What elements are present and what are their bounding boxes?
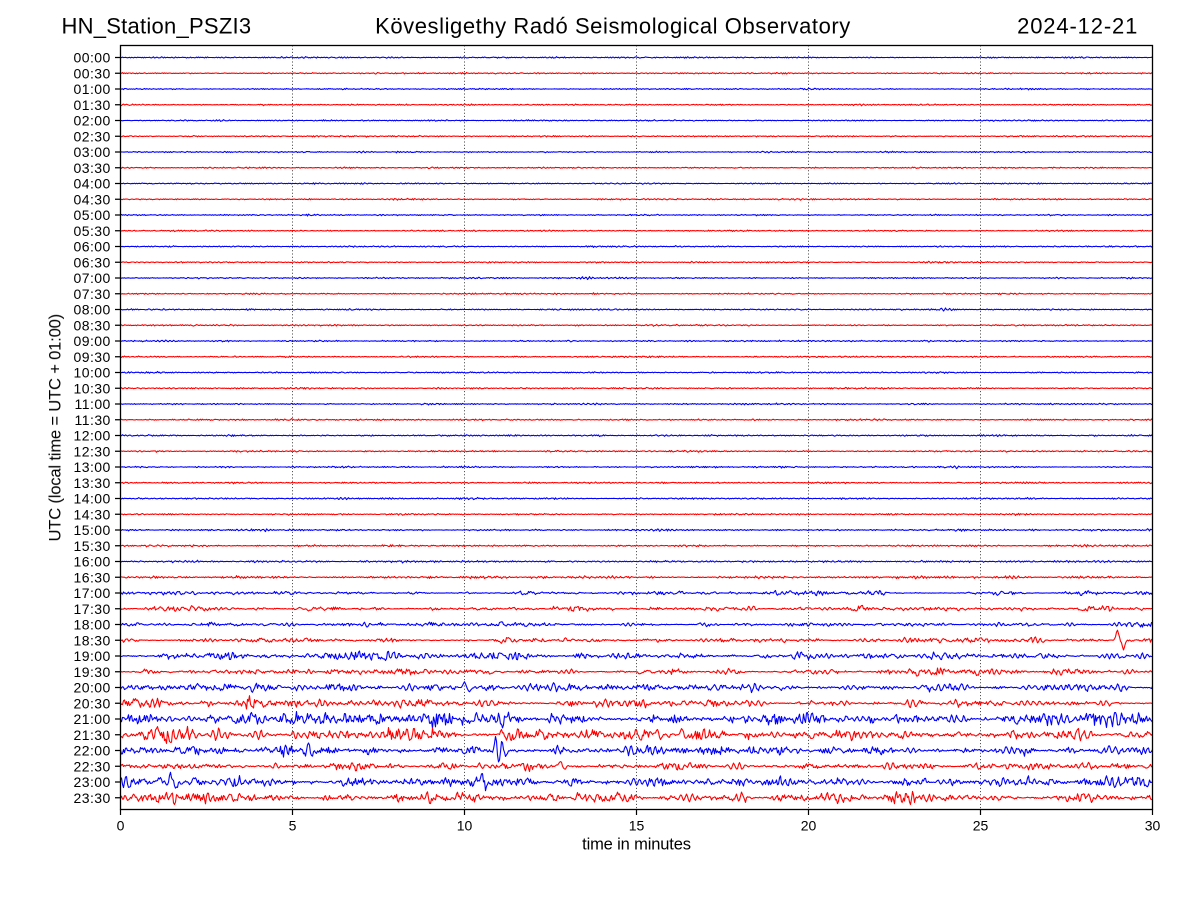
svg-text:18:00: 18:00: [74, 617, 111, 633]
svg-text:09:30: 09:30: [74, 349, 111, 365]
svg-text:20:00: 20:00: [74, 680, 111, 696]
svg-text:time in minutes: time in minutes: [582, 836, 691, 854]
svg-text:16:30: 16:30: [74, 569, 111, 585]
svg-text:13:30: 13:30: [74, 475, 111, 491]
svg-text:19:30: 19:30: [74, 664, 111, 680]
svg-text:HN_Station_PSZI3: HN_Station_PSZI3: [62, 14, 252, 39]
svg-text:5: 5: [289, 818, 297, 834]
svg-text:23:30: 23:30: [74, 790, 111, 806]
svg-text:15: 15: [629, 818, 645, 834]
svg-text:16:00: 16:00: [74, 554, 111, 570]
svg-text:08:30: 08:30: [74, 317, 111, 333]
svg-text:05:30: 05:30: [74, 223, 111, 239]
svg-text:11:00: 11:00: [75, 396, 111, 412]
svg-text:25: 25: [973, 818, 989, 834]
svg-text:15:00: 15:00: [74, 522, 111, 538]
svg-text:03:00: 03:00: [74, 144, 111, 160]
svg-text:14:30: 14:30: [74, 506, 111, 522]
svg-text:30: 30: [1145, 818, 1161, 834]
svg-text:02:30: 02:30: [74, 128, 111, 144]
svg-text:10: 10: [457, 818, 473, 834]
svg-text:07:30: 07:30: [74, 286, 111, 302]
svg-text:10:30: 10:30: [74, 380, 111, 396]
svg-text:02:00: 02:00: [74, 113, 111, 129]
svg-text:21:30: 21:30: [74, 727, 111, 743]
svg-text:Kövesligethy Radó Seismologica: Kövesligethy Radó Seismological Observat…: [375, 14, 851, 39]
svg-text:17:00: 17:00: [74, 585, 111, 601]
svg-text:00:30: 00:30: [74, 65, 111, 81]
svg-text:22:00: 22:00: [74, 743, 111, 759]
svg-text:2024-12-21: 2024-12-21: [1017, 14, 1138, 39]
svg-text:09:00: 09:00: [74, 333, 111, 349]
svg-text:08:00: 08:00: [74, 302, 111, 318]
svg-text:06:00: 06:00: [74, 239, 111, 255]
svg-text:11:30: 11:30: [75, 412, 111, 428]
svg-text:18:30: 18:30: [74, 632, 111, 648]
svg-text:01:00: 01:00: [74, 81, 111, 97]
svg-text:12:00: 12:00: [74, 428, 111, 444]
svg-text:01:30: 01:30: [74, 97, 111, 113]
svg-text:22:30: 22:30: [74, 758, 111, 774]
svg-text:20:30: 20:30: [74, 695, 111, 711]
svg-text:04:30: 04:30: [74, 191, 111, 207]
svg-text:03:30: 03:30: [74, 160, 111, 176]
svg-text:04:00: 04:00: [74, 176, 111, 192]
svg-text:21:00: 21:00: [74, 711, 111, 727]
svg-text:07:00: 07:00: [74, 270, 111, 286]
svg-text:12:30: 12:30: [74, 443, 111, 459]
svg-text:00:00: 00:00: [74, 50, 111, 66]
svg-text:14:00: 14:00: [74, 491, 111, 507]
svg-text:UTC (local time = UTC + 01:00): UTC (local time = UTC + 01:00): [47, 314, 65, 541]
svg-text:23:00: 23:00: [74, 774, 111, 790]
svg-text:05:00: 05:00: [74, 207, 111, 223]
svg-text:06:30: 06:30: [74, 254, 111, 270]
svg-text:0: 0: [117, 818, 125, 834]
svg-text:15:30: 15:30: [74, 538, 111, 554]
svg-text:17:30: 17:30: [74, 601, 111, 617]
svg-text:20: 20: [801, 818, 817, 834]
svg-text:10:00: 10:00: [74, 365, 111, 381]
svg-text:19:00: 19:00: [74, 648, 111, 664]
svg-text:13:00: 13:00: [74, 459, 111, 475]
